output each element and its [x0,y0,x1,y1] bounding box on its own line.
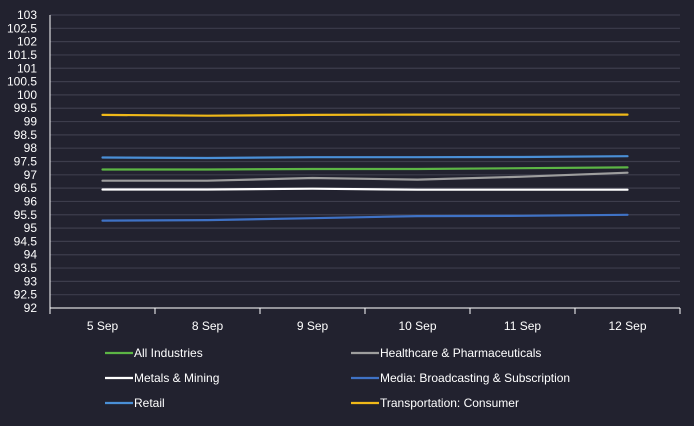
y-tick-label: 92.5 [14,288,38,302]
legend: All Industries Healthcare & Pharmaceutica… [105,346,570,410]
y-tick-label: 95 [24,221,38,235]
series-line-retail [101,155,629,160]
y-tick-label: 99.5 [14,101,38,115]
y-tick-label: 102.5 [7,21,37,35]
legend-label: Transportation: Consumer [380,396,519,410]
y-tick-label: 97.5 [14,155,38,169]
legend-item[interactable]: All Industries [105,346,203,360]
y-tick-label: 96 [24,194,38,208]
y-axis-ticks: 103102.5102101.5101100.510099.59998.5989… [7,8,37,315]
y-tick-label: 100 [17,88,37,102]
y-tick-label: 99 [24,115,38,129]
x-tick-label: 10 Sep [398,319,436,333]
y-tick-label: 95.5 [14,208,38,222]
y-tick-label: 93 [24,274,38,288]
y-tick-label: 98.5 [14,128,38,142]
y-tick-label: 102 [17,35,37,49]
legend-label: Healthcare & Pharmaceuticals [380,346,541,360]
y-tick-label: 97 [24,168,38,182]
x-tick-label: 11 Sep [504,319,541,333]
legend-item[interactable]: Metals & Mining [105,371,219,385]
series-line-transportation-consumer [101,113,629,117]
series-line-metals-mining [101,187,629,191]
legend-label: Metals & Mining [134,371,219,385]
legend-item[interactable]: Retail [105,396,165,410]
series-line-all-industries [101,166,629,171]
y-tick-label: 100.5 [7,75,37,89]
x-tick-label: 8 Sep [192,319,224,333]
x-axis-ticks: 5 Sep 8 Sep 9 Sep 10 Sep 11 Sep 12 Sep [87,319,647,333]
y-tick-label: 101.5 [7,48,37,62]
legend-label: Retail [134,396,165,410]
y-tick-label: 96.5 [14,181,38,195]
grid-lines [50,14,680,309]
y-tick-label: 92 [24,301,38,315]
y-tick-label: 98 [24,141,38,155]
y-tick-label: 93.5 [14,261,38,275]
y-tick-label: 103 [17,8,37,22]
legend-label: Media: Broadcasting & Subscription [380,371,570,385]
x-tick-label: 5 Sep [87,319,119,333]
x-tick-label: 9 Sep [297,319,329,333]
y-tick-label: 94 [24,248,38,262]
y-tick-label: 101 [17,61,37,75]
series-line-healthcare-pharmaceuticals [101,171,629,182]
series-line-media-broadcasting-subscription [101,213,629,222]
axes [49,15,681,314]
legend-label: All Industries [134,346,203,360]
series-lines [101,113,629,222]
legend-item[interactable]: Healthcare & Pharmaceuticals [351,346,541,360]
legend-item[interactable]: Media: Broadcasting & Subscription [351,371,570,385]
y-tick-label: 94.5 [14,234,38,248]
legend-item[interactable]: Transportation: Consumer [351,396,519,410]
x-tick-label: 12 Sep [608,319,646,333]
